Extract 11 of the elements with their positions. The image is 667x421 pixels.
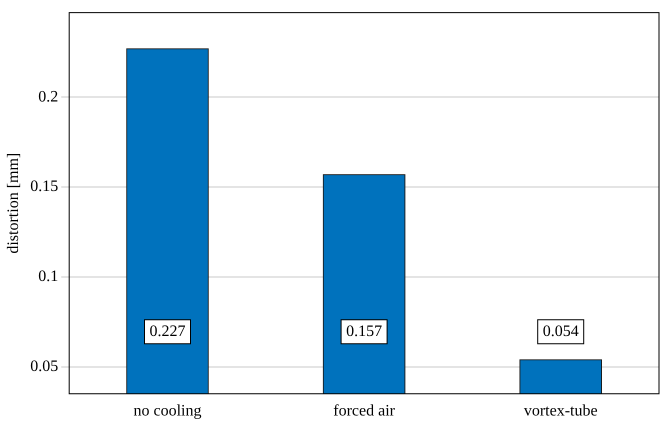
y-tick-label: 0.05 — [30, 358, 58, 376]
y-tick-label: 0.1 — [38, 268, 58, 286]
data-label: 0.227 — [150, 323, 186, 340]
x-tick-label: forced air — [333, 402, 396, 420]
data-label: 0.054 — [542, 323, 579, 340]
y-tick-label: 0.2 — [38, 88, 58, 106]
x-tick-label: vortex-tube — [524, 402, 598, 420]
y-tick-label: 0.15 — [30, 178, 58, 196]
x-tick-label: no cooling — [134, 402, 202, 420]
y-axis-title: distortion [mm] — [4, 152, 22, 254]
data-label: 0.157 — [346, 323, 382, 340]
